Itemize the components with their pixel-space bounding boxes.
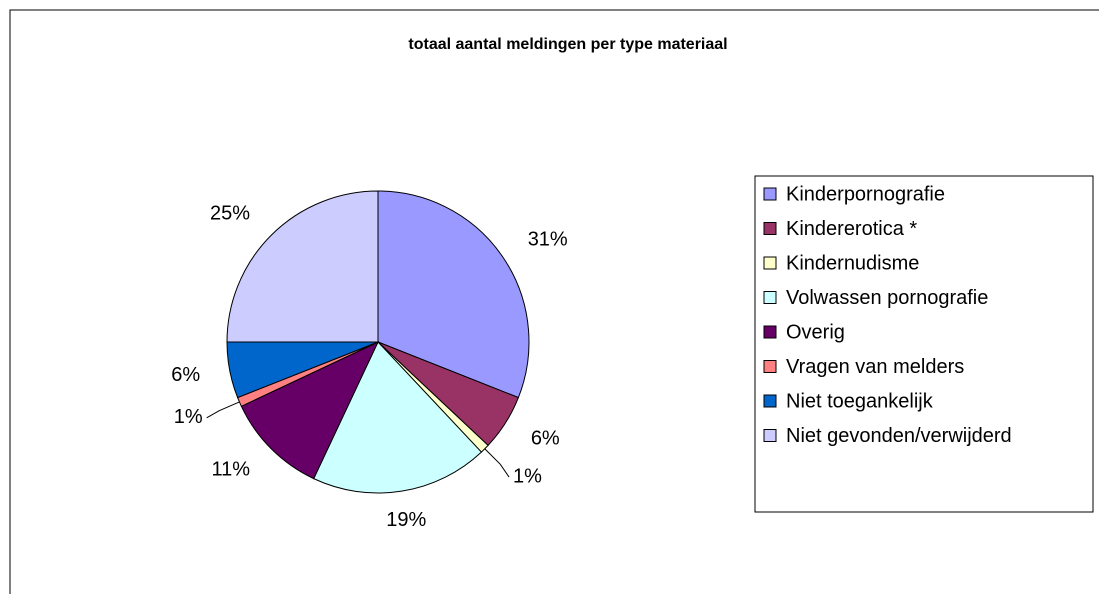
legend-swatch xyxy=(763,360,777,373)
data-label: 31% xyxy=(528,229,568,251)
data-label: 6% xyxy=(171,364,200,386)
data-label: 1% xyxy=(174,406,203,428)
leader-line xyxy=(484,448,510,478)
chart-frame xyxy=(9,9,1099,594)
legend-swatch xyxy=(763,394,777,408)
legend-label: Kindererotica * xyxy=(786,218,917,240)
data-label: 19% xyxy=(386,509,426,531)
legend-swatch xyxy=(763,429,777,442)
chart-title: totaal aantal meldingen per type materia… xyxy=(408,36,727,53)
legend-label: Kinderpornografie xyxy=(786,183,945,205)
legend-label: Volwassen pornografie xyxy=(786,287,988,309)
pie-slice xyxy=(313,341,483,494)
legend-swatch xyxy=(763,291,777,304)
legend-swatch xyxy=(763,187,777,201)
pie-slice xyxy=(226,190,379,343)
legend-label: Niet toegankelijk xyxy=(786,390,934,412)
data-label: 25% xyxy=(210,202,250,224)
pie-slice xyxy=(377,190,530,399)
data-label: 6% xyxy=(531,427,560,449)
legend-swatch xyxy=(763,256,777,270)
leader-line xyxy=(206,401,240,419)
legend-swatch xyxy=(763,222,777,235)
legend-label: Niet gevonden/verwijderd xyxy=(786,425,1012,447)
legend-swatch xyxy=(763,325,777,339)
data-label: 11% xyxy=(211,458,250,480)
legend-box xyxy=(754,175,1094,513)
data-label: 1% xyxy=(513,465,542,487)
pie-slice xyxy=(240,340,380,480)
legend-label: Kindernudisme xyxy=(786,252,919,274)
legend-label: Overig xyxy=(786,321,845,343)
legend-label: Vragen van melders xyxy=(786,356,964,378)
